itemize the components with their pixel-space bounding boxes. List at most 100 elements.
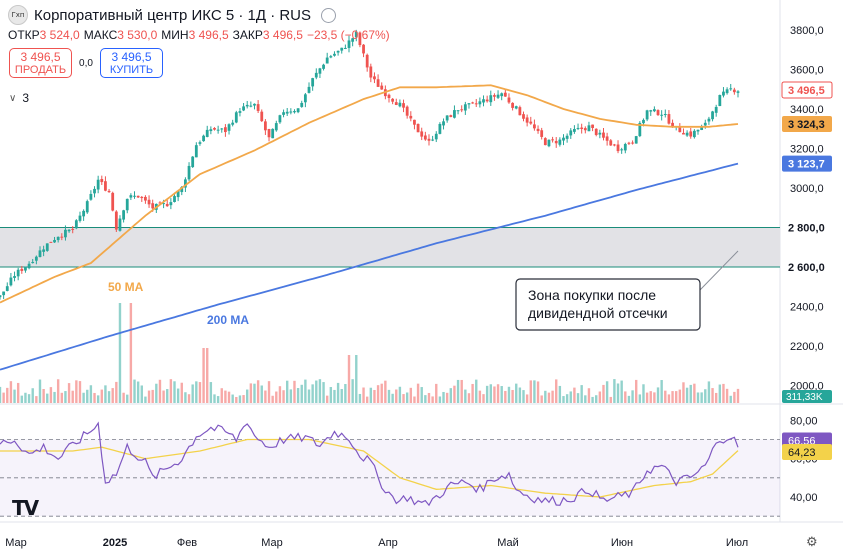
volume-bar (115, 381, 118, 403)
price-tick-label: 3800,0 (790, 25, 824, 37)
candle-body (631, 142, 634, 144)
candle-body (282, 112, 285, 115)
volume-bar (584, 395, 587, 403)
candle-body (460, 109, 464, 111)
ohlc-values: ОТКР3 524,0 МАКС3 530,0 МИН3 496,5 ЗАКР3… (8, 28, 390, 42)
volume-bar (478, 390, 482, 403)
volume-bar (638, 394, 642, 403)
volume-bar (449, 388, 452, 403)
volume-bar (507, 386, 511, 403)
volume-bar (631, 390, 634, 403)
volume-bar (380, 383, 383, 403)
candle-body (663, 114, 667, 116)
volume-bar (213, 394, 216, 403)
ohlc-high-label: МАКС (83, 28, 118, 42)
last-price-label-bg (781, 81, 833, 99)
volume-bar (460, 379, 463, 403)
candle-body (173, 196, 176, 202)
volume-bar (485, 385, 489, 403)
volume-bar (347, 355, 351, 403)
candle-body (387, 94, 391, 99)
candle-body (602, 132, 605, 138)
volume-bar (529, 380, 532, 403)
candle-body (394, 102, 398, 105)
candle-body (525, 117, 529, 123)
ohlc-change: −23,5 (−0,67%) (306, 28, 390, 42)
ma200-annotation: 200 MA (207, 313, 249, 327)
candle-body (540, 130, 544, 137)
volume-bar (111, 388, 114, 403)
candle-body (118, 218, 122, 231)
candle-body (24, 266, 27, 271)
volume-bar (71, 390, 74, 403)
time-axis-label: 2025 (103, 537, 127, 549)
candle-body (322, 64, 325, 69)
candle-body (431, 139, 435, 141)
volume-bar (24, 392, 27, 403)
candle-body (605, 136, 609, 141)
volume-bar (576, 393, 580, 403)
volume-bar (504, 390, 507, 403)
volume-bar (565, 394, 569, 403)
volume-bar (264, 390, 267, 403)
candle-body (416, 123, 420, 133)
candle-body (296, 108, 300, 113)
volume-bar (227, 391, 231, 403)
candle-body (722, 91, 725, 96)
volume-bar (373, 389, 376, 403)
volume-bar (424, 395, 427, 403)
indicators-toggle[interactable]: ∨ 3 (9, 91, 29, 105)
candle-body (493, 95, 496, 97)
volume-bar (682, 382, 685, 403)
candle-body (638, 122, 642, 137)
volume-bar (678, 389, 682, 403)
candle-body (231, 122, 235, 125)
candle-body (652, 109, 656, 112)
candle-body (238, 111, 242, 113)
volume-bar (616, 383, 620, 403)
ma50-price-label-bg (782, 115, 832, 132)
volume-bar (6, 387, 9, 403)
buy-price: 3 496,5 (111, 50, 152, 64)
volume-bar (511, 389, 514, 403)
candle-body (500, 93, 504, 97)
volume-bar (351, 379, 354, 403)
settings-gear-icon[interactable]: ⚙ (806, 534, 818, 549)
candle-body (140, 196, 144, 199)
volume-bar (220, 388, 223, 403)
volume-bar (729, 395, 732, 403)
candle-body (573, 128, 576, 132)
volume-bar (169, 379, 173, 403)
volume-bar (700, 392, 703, 403)
candle-body (678, 126, 682, 133)
volume-bar (187, 394, 191, 403)
buy-button[interactable]: 3 496,5 КУПИТЬ (100, 48, 163, 78)
volume-bar (126, 394, 129, 403)
zone-bottom-price-label: 2 600,0 (788, 262, 825, 274)
candle-body (438, 123, 442, 134)
volume-bar (304, 379, 307, 403)
volume-bar (384, 380, 387, 403)
callout-pointer (699, 250, 739, 291)
candle-body (122, 210, 126, 220)
volume-bar (555, 379, 558, 403)
sell-button[interactable]: 3 496,5 ПРОДАТЬ (9, 48, 72, 78)
candle-body (169, 202, 173, 206)
volume-bar (402, 394, 405, 403)
price-tick-label: 2000,0 (790, 381, 824, 393)
time-axis-label: Июл (726, 537, 748, 549)
candle-body (551, 139, 554, 141)
volume-bar (53, 391, 56, 403)
volume-bar (96, 395, 100, 403)
candle-body (514, 106, 518, 109)
zone-top-price-label: 2 800,0 (788, 223, 825, 235)
volume-bar (162, 390, 165, 403)
candle-body (558, 139, 562, 145)
candle-body (685, 132, 689, 136)
chart-title[interactable]: Корпоративный центр ИКС 5 · 1Д · RUS (34, 6, 312, 24)
candle-body (423, 135, 427, 140)
candle-body (34, 256, 38, 261)
callout-box (515, 278, 701, 331)
candle-body (16, 269, 20, 277)
